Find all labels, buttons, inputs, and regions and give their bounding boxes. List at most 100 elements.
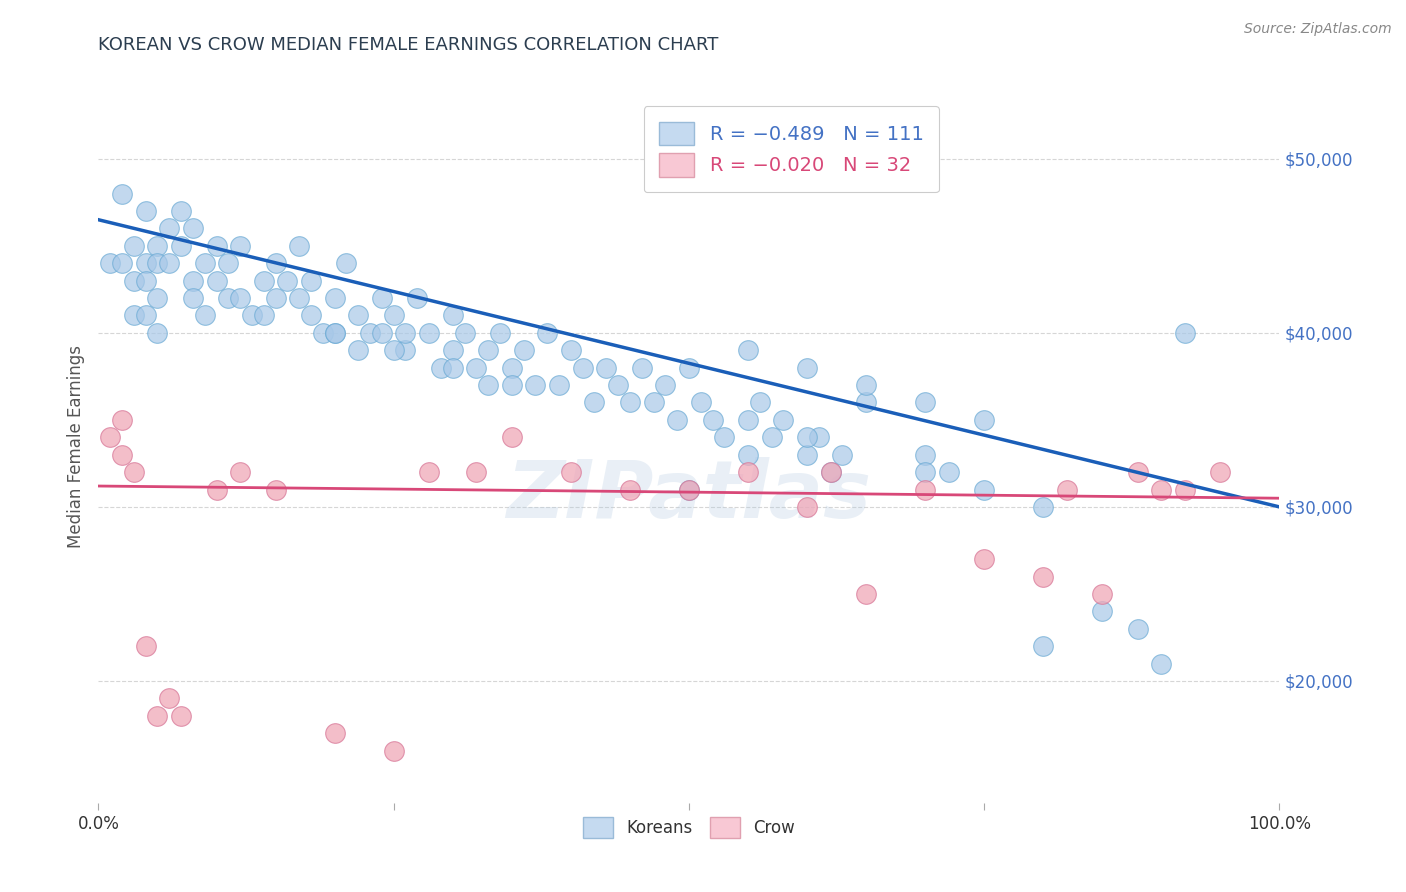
Point [702,413,724,427]
Point [548,378,571,392]
Point [689,395,711,409]
Point [111,256,134,270]
Point [418,326,440,340]
Point [855,587,877,601]
Y-axis label: Median Female Earnings: Median Female Earnings [67,344,86,548]
Point [135,204,157,219]
Point [146,291,169,305]
Point [122,465,145,479]
Point [122,239,145,253]
Point [170,204,193,219]
Point [807,430,830,444]
Point [323,726,346,740]
Point [1032,569,1054,583]
Point [264,291,287,305]
Point [501,378,523,392]
Point [418,465,440,479]
Point [465,465,488,479]
Point [98,430,121,444]
Point [1126,465,1149,479]
Point [501,430,523,444]
Point [560,465,582,479]
Point [938,465,960,479]
Point [737,465,759,479]
Point [299,309,322,323]
Point [135,274,157,288]
Point [371,326,394,340]
Legend: Koreans, Crow: Koreans, Crow [576,811,801,845]
Point [205,483,228,497]
Point [406,291,429,305]
Point [323,326,346,340]
Point [122,309,145,323]
Point [1150,483,1173,497]
Point [146,708,169,723]
Text: KOREAN VS CROW MEDIAN FEMALE EARNINGS CORRELATION CHART: KOREAN VS CROW MEDIAN FEMALE EARNINGS CO… [98,36,718,54]
Point [796,448,818,462]
Point [772,413,794,427]
Point [194,256,217,270]
Text: ZIPatlas: ZIPatlas [506,457,872,535]
Point [654,378,676,392]
Point [253,274,276,288]
Point [323,326,346,340]
Point [761,430,783,444]
Point [643,395,665,409]
Point [299,274,322,288]
Point [111,186,134,201]
Point [560,343,582,358]
Point [135,256,157,270]
Point [240,309,263,323]
Point [229,291,252,305]
Point [737,448,759,462]
Point [181,274,204,288]
Point [371,291,394,305]
Point [394,326,416,340]
Point [111,448,134,462]
Point [382,743,405,757]
Point [111,413,134,427]
Point [157,691,180,706]
Point [335,256,357,270]
Point [146,326,169,340]
Point [914,465,936,479]
Point [1032,500,1054,514]
Point [678,483,700,497]
Point [347,343,370,358]
Point [583,395,606,409]
Point [666,413,689,427]
Point [796,500,818,514]
Point [1150,657,1173,671]
Point [382,343,405,358]
Point [453,326,475,340]
Point [973,552,995,566]
Point [288,239,311,253]
Point [157,221,180,235]
Point [1174,326,1197,340]
Point [135,639,157,653]
Point [382,309,405,323]
Point [619,395,641,409]
Point [973,413,995,427]
Point [619,483,641,497]
Point [512,343,534,358]
Point [571,360,593,375]
Point [323,291,346,305]
Text: Source: ZipAtlas.com: Source: ZipAtlas.com [1244,22,1392,37]
Point [264,256,287,270]
Point [170,708,193,723]
Point [796,360,818,375]
Point [253,309,276,323]
Point [157,256,180,270]
Point [194,309,217,323]
Point [477,378,499,392]
Point [1209,465,1232,479]
Point [276,274,298,288]
Point [217,256,239,270]
Point [1126,622,1149,636]
Point [1032,639,1054,653]
Point [312,326,335,340]
Point [595,360,617,375]
Point [288,291,311,305]
Point [914,395,936,409]
